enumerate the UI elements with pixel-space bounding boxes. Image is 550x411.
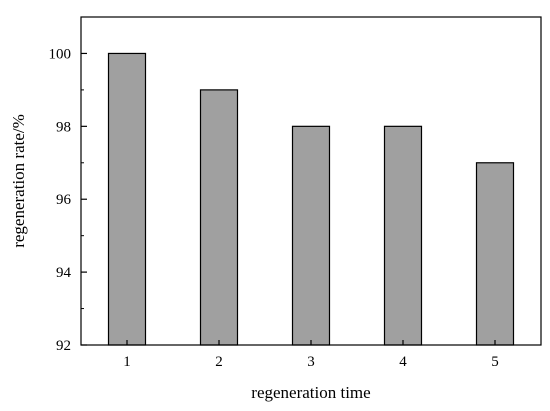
y-tick-label: 94 <box>56 265 72 281</box>
x-ticks-group: 1 2 3 4 5 <box>123 340 499 370</box>
y-tick-label: 98 <box>56 119 71 135</box>
bar-1 <box>107 52 147 346</box>
bars-group <box>107 52 515 346</box>
x-tick-label: 4 <box>399 354 407 370</box>
x-tick-label: 3 <box>307 354 315 370</box>
x-axis-title: regeneration time <box>251 383 370 402</box>
bar-3 <box>291 125 331 346</box>
x-tick-label: 1 <box>123 354 131 370</box>
plot-frame <box>80 16 542 346</box>
y-axis-title: regeneration rate/% <box>9 114 28 248</box>
y-tick-label: 100 <box>49 46 72 62</box>
bar-5 <box>475 162 515 346</box>
y-ticks-group: 92 94 96 98 100 <box>49 16 87 354</box>
x-tick-label: 2 <box>215 354 223 370</box>
x-tick-label: 5 <box>491 354 499 370</box>
bar-4 <box>383 125 423 346</box>
y-tick-label: 92 <box>56 338 71 354</box>
y-tick-label: 96 <box>56 192 72 208</box>
bar-2 <box>199 89 239 346</box>
